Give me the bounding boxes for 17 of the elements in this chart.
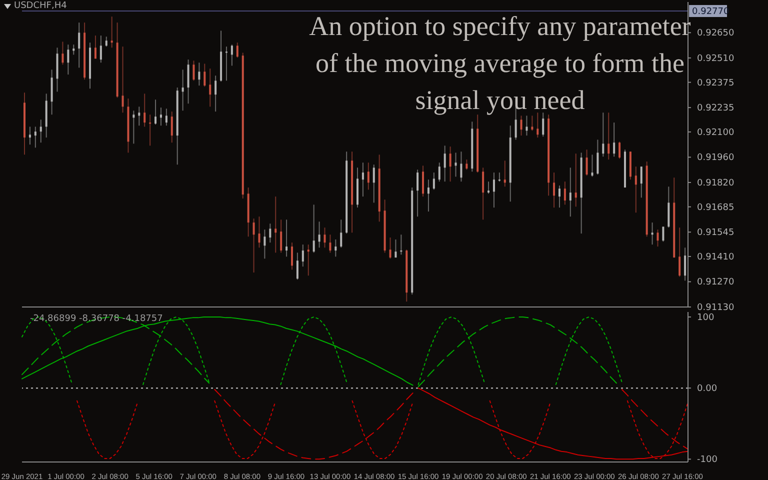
y-tick-label: 0.91130 [697, 303, 734, 313]
y-tick-label: 0.91960 [697, 153, 734, 164]
y-tick-label: 0.92510 [697, 54, 734, 64]
y-tick-label: 0.92100 [697, 128, 734, 138]
y-tick-label: 0.92650 [697, 28, 734, 39]
y-tick-label: 0.91685 [697, 202, 734, 213]
candlestick [662, 226, 664, 242]
y-tick-label: 0.92375 [697, 78, 734, 88]
y-tick-label: 0.91820 [697, 178, 734, 188]
y-tick-label: 100 [697, 312, 714, 323]
y-tick-label: 0.91270 [697, 278, 734, 288]
y-tick-label: 0.00 [697, 384, 718, 394]
chart-title: USDCHF,H4 [14, 1, 67, 11]
y-tick-label: -100 [697, 455, 718, 466]
y-tick-label: 0.91410 [697, 252, 734, 262]
y-tick-label: 0.91545 [697, 228, 734, 238]
y-tick-label: 0.92235 [697, 104, 734, 114]
